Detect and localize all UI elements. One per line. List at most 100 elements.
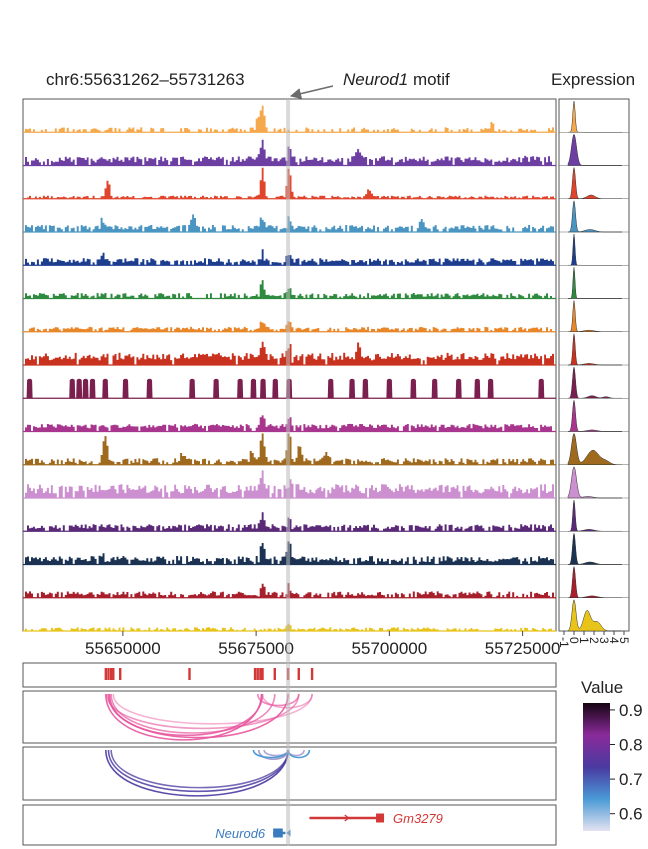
expression-tick-label: 2 — [587, 637, 601, 644]
coverage-spike — [431, 378, 438, 399]
link-arc — [108, 693, 264, 736]
peak-mark — [119, 668, 122, 680]
gene-neurod6: Neurod6 — [215, 826, 291, 841]
expression-density — [567, 599, 622, 632]
motif-suffix: motif — [408, 70, 450, 89]
link-arc — [256, 693, 300, 707]
coverage-track — [23, 378, 556, 399]
coverage-spike — [102, 378, 109, 399]
coverage-spike — [76, 378, 83, 399]
coverage-spike — [69, 378, 76, 399]
coverage-spike — [327, 378, 334, 399]
peak-mark — [310, 668, 314, 680]
expression-density — [568, 267, 622, 299]
link-arc — [110, 749, 289, 789]
coverage-spike — [386, 378, 393, 399]
expression-density — [567, 233, 623, 266]
links-purple-track — [105, 749, 311, 797]
expression-density — [567, 565, 623, 598]
peak-mark — [112, 668, 115, 680]
motif-arrow — [289, 85, 334, 100]
gene-label: Neurod6 — [215, 826, 266, 841]
expression-tick-label: 3 — [597, 637, 611, 644]
expression-tick-label: 0 — [567, 637, 581, 644]
expression-density — [568, 333, 622, 366]
coverage-spike — [146, 378, 153, 399]
expression-density — [568, 532, 622, 565]
expression-density — [567, 366, 623, 399]
colorbar — [583, 703, 610, 831]
peak-mark — [261, 668, 264, 680]
coverage-spike — [410, 378, 417, 399]
coverage-spike — [89, 378, 96, 399]
peak-mark — [104, 668, 108, 680]
peak-mark — [273, 668, 276, 680]
coverage-spike — [213, 378, 220, 399]
expression-density — [568, 199, 622, 233]
coverage-spike — [260, 378, 267, 399]
coverage-spike — [349, 378, 356, 399]
expression-density — [568, 399, 622, 432]
coverage-spike — [362, 378, 369, 399]
link-arc — [112, 693, 313, 725]
expression-density — [567, 466, 622, 499]
coverage-spike — [26, 378, 33, 399]
expression-tick-label: -1 — [557, 637, 571, 648]
colorbar-title: Value — [581, 678, 623, 697]
peak-mark — [253, 668, 257, 680]
x-tick-label: 55650000 — [85, 639, 161, 658]
coverage-spike — [237, 378, 244, 399]
colorbar-ticks: 0.9 0.8 0.7 0.6 — [610, 701, 643, 824]
expression-violins — [559, 100, 629, 632]
motif-highlight — [286, 99, 291, 846]
colorbar-tick-label: 0.9 — [619, 701, 643, 720]
motif-name: Neurod1 — [343, 70, 408, 89]
peak-mark — [188, 668, 191, 680]
links-pink-track — [105, 693, 313, 741]
gene-label: Gm3279 — [393, 811, 443, 826]
colorbar-tick-label: 0.8 — [619, 736, 643, 755]
colorbar-tick-label: 0.6 — [619, 805, 643, 824]
gene-annotation-track: Gm3279 Neurod6 — [215, 811, 443, 841]
gene-exon — [376, 813, 385, 823]
gene-strand-arrow — [344, 814, 350, 822]
expression-density — [567, 300, 623, 332]
region-title: chr6:55631262–55731263 — [46, 70, 245, 89]
coverage-spike — [538, 378, 545, 399]
coverage-spike — [189, 378, 196, 399]
expression-tick-label: 1 — [577, 637, 591, 644]
expression-density — [567, 166, 623, 199]
expression-density — [567, 133, 622, 166]
gene-gm3279: Gm3279 — [309, 811, 443, 826]
peak-mark — [107, 668, 110, 680]
expression-tick-label: 5 — [617, 637, 631, 644]
coverage-spike — [272, 378, 279, 399]
x-tick-label: 55700000 — [352, 639, 428, 658]
link-arc — [105, 749, 289, 797]
peak-mark — [256, 668, 259, 680]
peak-mark — [297, 668, 300, 680]
motif-label: Neurod1 motif — [343, 70, 450, 89]
expression-density — [567, 499, 623, 532]
expression-density — [567, 100, 623, 133]
peaks-track — [104, 668, 314, 680]
motif-highlight-band — [286, 99, 291, 846]
x-tick-label: 55675000 — [218, 639, 294, 658]
colorbar-tick-label: 0.7 — [619, 770, 643, 789]
expression-density — [567, 433, 623, 465]
expression-tick-label: 4 — [607, 637, 621, 644]
expression-title: Expression — [551, 70, 635, 89]
x-tick-label: 55725000 — [485, 639, 561, 658]
coverage-spike — [474, 378, 481, 399]
coverage-spike — [82, 378, 89, 399]
peak-mark — [109, 668, 113, 680]
coverage-spike — [455, 378, 462, 399]
gene-exon — [273, 828, 283, 838]
peak-mark — [259, 668, 262, 680]
coverage-spike — [250, 378, 257, 399]
coverage-spike — [487, 378, 494, 399]
coverage-x-axis: 55650000 55675000 55700000 55725000 — [85, 631, 560, 658]
coverage-spike — [122, 378, 129, 399]
